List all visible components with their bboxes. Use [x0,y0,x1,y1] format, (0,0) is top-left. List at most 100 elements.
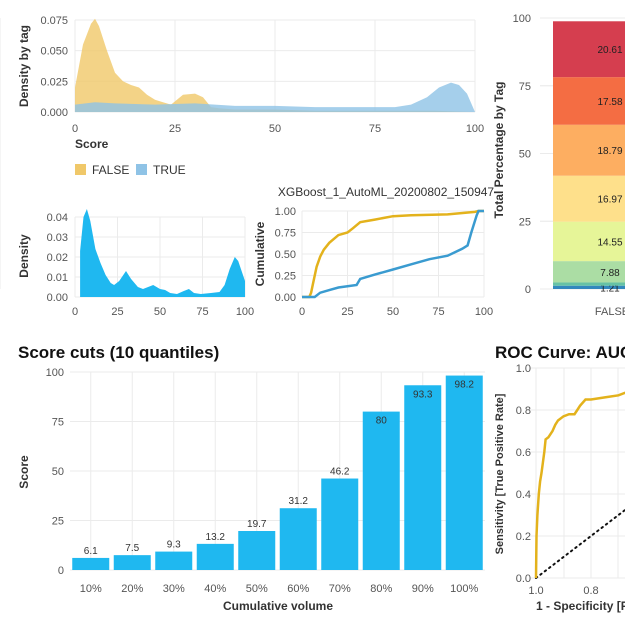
y-tick-label: 0.00 [47,292,68,304]
legend-swatch-false [75,164,86,175]
bar-value-label: 80 [376,416,388,427]
segment-label: 18.79 [597,146,622,157]
stacked-bar-segment [553,21,625,78]
stacked-bar-segment [553,221,625,262]
segment-label: 16.97 [597,195,622,206]
y-tick-label: 0.75 [275,228,296,240]
diagonal-reference-line [535,508,625,579]
segment-label: 1.21 [600,283,620,294]
y-tick-label: 0.03 [47,232,68,244]
y-tick-label: 0.6 [516,447,531,459]
stacked-bar-segment [553,175,625,222]
bar [72,557,110,570]
segment-label: 20.61 [597,45,622,56]
y-tick-label: 0.04 [47,212,68,224]
chart-title: Score cuts (10 quantiles) [18,343,219,362]
x-tick-label: 0 [72,123,78,135]
x-tick-label: 20% [121,583,143,595]
y-tick-label: 0.8 [516,405,531,417]
y-tick-label: 0.025 [40,76,68,88]
y-tick-label: 0.02 [47,252,68,264]
bar [362,411,400,570]
y-axis-title: Density [17,234,31,278]
bar [113,555,151,570]
x-axis-title: Score [75,137,109,151]
bar-value-label: 98.2 [455,380,475,391]
x-tick-label: FALSE [595,306,625,318]
cumulative-chart: XGBoost_1_AutoML_20200802_150947 0.00 0.25… [253,185,494,318]
y-axis-title: Density by tag [17,25,31,107]
y-tick-label: 1.0 [516,363,531,375]
bar [238,530,276,570]
y-tick-label: 0 [525,284,531,296]
bar [155,551,193,570]
y-tick-label: 0 [58,565,64,577]
series-line-true [302,209,484,299]
x-tick-label: 100 [475,306,493,318]
bar-value-label: 13.2 [206,532,226,543]
x-tick-label: 100 [236,306,254,318]
y-tick-label: 75 [519,81,531,93]
y-tick-label: 50 [519,149,531,161]
x-tick-label: 75 [196,306,208,318]
stacked-bar-segment [553,282,625,286]
x-tick-label: 50 [154,306,166,318]
segment-label: 7.88 [600,268,620,279]
x-axis-title: 1 - Specificity [F [536,599,625,613]
score-cuts-chart: Score cuts (10 quantiles) 6.1 10% 7.5 20% 9.3… [17,343,485,613]
series-area-true [75,82,475,112]
x-tick-label: 75 [432,306,444,318]
y-tick-label: 0.00 [275,292,296,304]
x-tick-label: 25 [169,123,181,135]
x-tick-label: 1.0 [528,585,543,597]
x-tick-label: 80% [370,583,392,595]
bar [404,385,442,570]
y-tick-label: 0.050 [40,46,68,58]
bar [196,543,234,570]
x-tick-label: 30% [163,583,185,595]
y-axis-title: Sensitivity [True Positive Rate] [494,393,506,554]
legend-label-true: TRUE [153,163,186,177]
x-tick-label: 60% [287,583,309,595]
x-tick-label: 50 [387,306,399,318]
x-tick-label: 25 [111,306,123,318]
legend-swatch-true [136,164,147,175]
chart-title: ROC Curve: AUC [495,343,625,362]
stacked-bar-segment [553,285,625,289]
y-tick-label: 0.25 [275,271,296,283]
segment-label: 14.55 [597,237,622,248]
density-by-tag-chart: 0.000 0.025 0.050 0.075 0 25 50 75 100 Density by… [17,15,484,177]
x-tick-label: 10% [80,583,102,595]
x-tick-label: 40% [204,583,226,595]
density-area [80,209,245,297]
y-tick-label: 0.075 [40,15,68,27]
y-tick-label: 0.50 [275,249,296,261]
bar [445,375,483,570]
x-tick-label: 0 [72,306,78,318]
y-tick-label: 0.4 [516,489,531,501]
x-tick-label: 90% [412,583,434,595]
y-tick-label: 0.2 [516,531,531,543]
y-tick-label: 100 [513,13,531,25]
chart-title: XGBoost_1_AutoML_20200802_150947 [278,185,495,199]
roc-curve-chart: ROC Curve: AUC 0.0 0.2 0.4 0.6 0.8 1.0 1.0 0.8 1 … [494,343,625,613]
y-tick-label: 25 [519,216,531,228]
bar-value-label: 31.2 [289,496,309,507]
y-axis-title: Score [17,455,31,489]
x-tick-label: 0.8 [583,585,598,597]
stacked-bar-segment [553,124,625,176]
bar [279,508,317,570]
bar-value-label: 9.3 [167,540,181,551]
x-tick-label: 100% [450,583,478,595]
stacked-bar-segment [553,261,625,283]
x-tick-label: 25 [341,306,353,318]
density-chart: 0.00 0.01 0.02 0.03 0.04 0 25 50 75 100 Density [17,209,254,318]
y-axis-title: Cumulative [253,221,267,286]
y-tick-label: 75 [52,417,64,429]
bar-value-label: 7.5 [125,543,139,554]
percentage-by-tag-chart: 1.21 7.88 14.55 16.97 18.79 17.58 20.61 0 25 50 75… [0,13,625,318]
y-axis-title: Total Percentage by Tag [492,82,506,219]
y-tick-label: 100 [46,367,64,379]
y-tick-label: 25 [52,516,64,528]
